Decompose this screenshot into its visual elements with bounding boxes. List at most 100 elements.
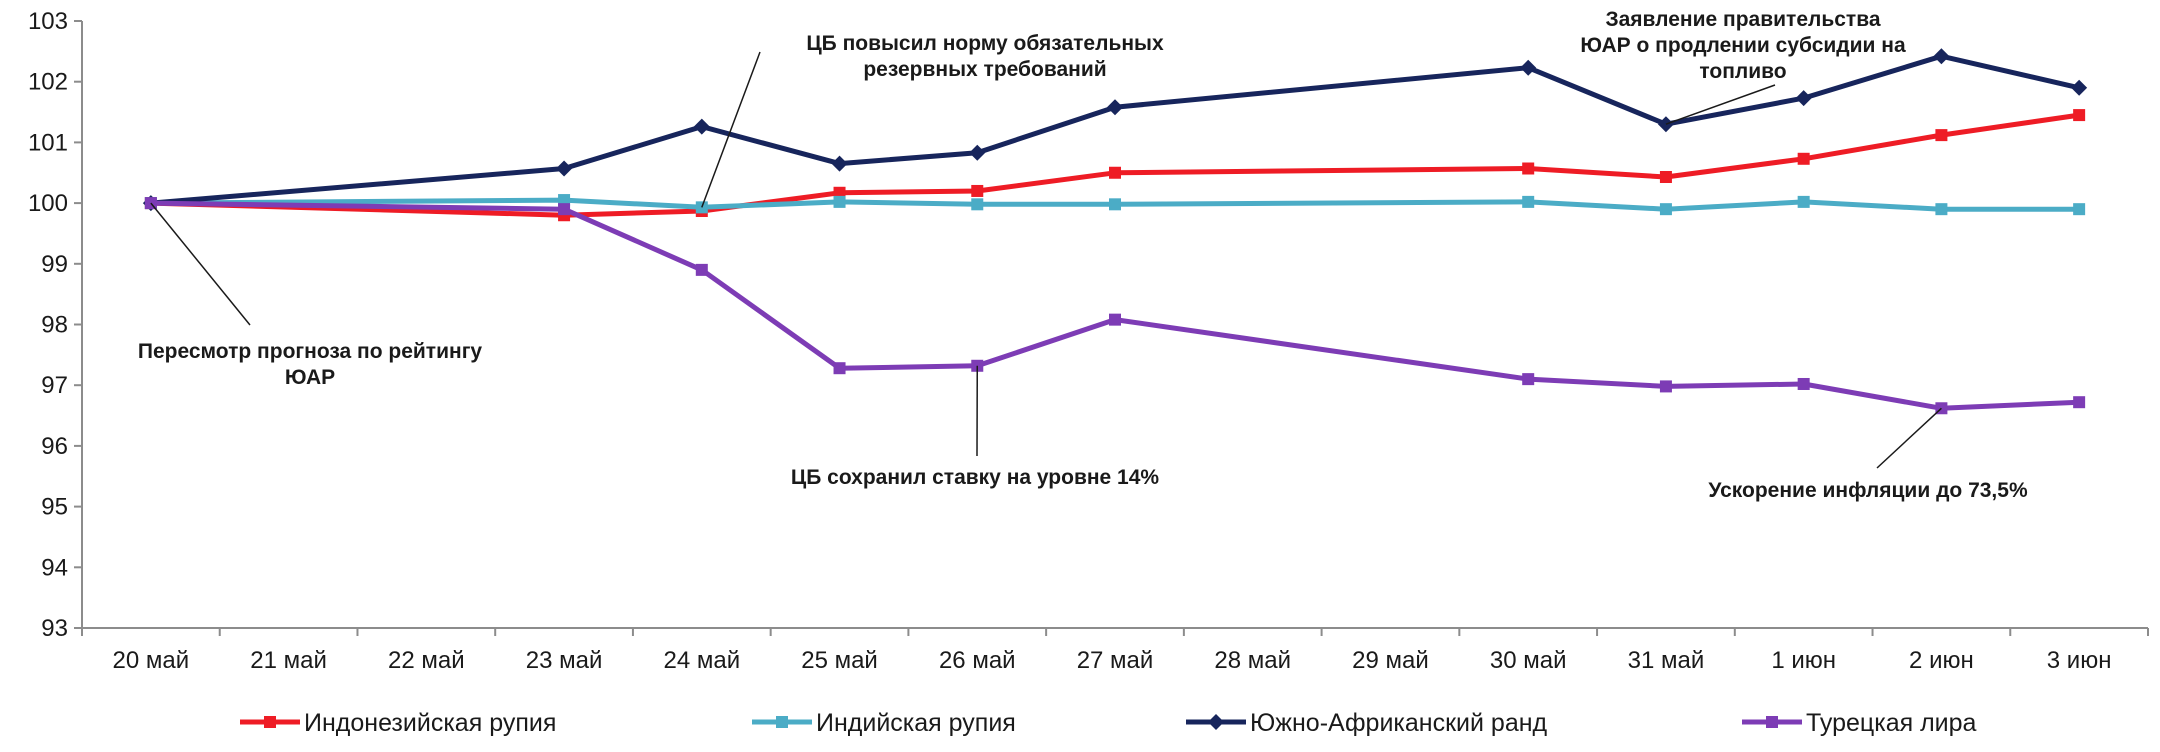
y-tick-label: 97 [41,372,68,399]
x-tick-label: 3 июн [2047,647,2112,674]
legend-label: Турецкая лира [1806,709,1977,737]
annotation-reserve: ЦБ повысил норму обязательных резервных т… [701,32,1164,208]
data-point [1797,152,1810,165]
x-tick-label: 29 май [1352,647,1429,674]
series-2 [144,194,2086,216]
annotation-text: Заявление правительства [1605,8,1880,31]
data-point [1935,129,1948,142]
y-tick-label: 95 [41,494,68,521]
data-point [1659,170,1672,183]
data-point [2073,203,2086,216]
data-point [1659,203,1672,216]
legend-item-1: Индонезийская рупия [240,709,556,737]
x-tick-label: 31 май [1628,647,1705,674]
data-point [833,186,846,199]
x-tick-label: 26 май [939,647,1016,674]
legend-swatch-marker [1208,714,1224,730]
legend: Индонезийская рупия Индийская рупия Южно-А… [240,709,1977,737]
x-tick-label: 21 май [250,647,327,674]
axes: 93 94 95 96 97 98 99 100 101 102 103 20 май 21 май 22… [28,8,2149,674]
x-tick-label: 22 май [388,647,465,674]
legend-swatch-marker [1766,716,1778,728]
data-point [693,118,710,135]
series-4 [144,197,2086,415]
x-tick-label: 20 май [113,647,190,674]
data-point [2073,396,2086,409]
data-point [695,263,708,276]
data-point [2073,109,2086,122]
annotation-text: ЦБ сохранил ставку на уровне 14% [791,466,1160,489]
y-tick-label: 94 [41,554,68,581]
annotation-subsidy: Заявление правительства ЮАР о продлении с… [1580,8,1906,125]
data-point [1109,198,1121,211]
data-point [1795,90,1812,107]
x-tick-label: 24 май [663,647,740,674]
x-tick-label: 2 июн [1909,647,1974,674]
data-point [558,194,571,207]
legend-label: Индийская рупия [816,709,1016,737]
x-tick-label: 1 июн [1771,647,1836,674]
x-tick-label: 25 май [801,647,878,674]
data-point [1522,162,1535,175]
data-point [1107,99,1123,116]
y-tick-label: 103 [28,8,68,35]
y-tick-label: 98 [41,312,68,339]
annotation-text: Ускорение инфляции до 73,5% [1708,479,2028,502]
y-tick-label: 99 [41,251,68,278]
series-line [150,53,2080,206]
data-point [833,195,846,208]
annotation-text: Пересмотр прогноза по рейтингу [138,340,483,363]
annotation-text: топливо [1699,60,1786,83]
legend-item-2: Индийская рупия [752,709,1016,737]
data-point [969,144,986,161]
data-point [1659,380,1672,393]
data-point [1109,166,1121,179]
data-point [1520,59,1537,76]
data-point [1522,373,1535,386]
data-point [1522,195,1535,208]
y-tick-label: 93 [41,615,68,642]
annotation-layer: Пересмотр прогноза по рейтингу ЮАР ЦБ повы… [138,8,2028,502]
legend-item-4: Турецкая лира [1742,709,1977,737]
x-tick-label: 28 май [1214,647,1291,674]
data-point [1797,377,1810,390]
legend-label: Южно-Африканский ранд [1250,709,1548,737]
annotation-rate: ЦБ сохранил ставку на уровне 14% [791,365,1160,489]
annotation-leader-line [150,202,251,326]
legend-item-3: Южно-Африканский ранд [1186,709,1548,737]
annotation-leader-line [701,51,761,208]
data-point [1797,195,1810,208]
data-point [1935,203,1948,216]
annotation-text: резервных требований [863,58,1106,81]
x-tick-label: 30 май [1490,647,1567,674]
legend-label: Индонезийская рупия [304,709,556,737]
series-layer [142,48,2088,415]
data-point [556,160,573,177]
data-point [971,198,984,211]
x-tick-label: 23 май [526,647,603,674]
annotation-leader-line [1876,407,1942,469]
y-tick-label: 101 [28,129,68,156]
y-tick-label: 102 [28,69,68,96]
x-tick-label: 27 май [1077,647,1154,674]
data-point [831,155,848,172]
annotation-text: ЮАР [285,366,335,389]
data-point [2071,79,2088,96]
data-point [1933,48,1950,65]
annotation-leader-line [1665,84,1776,125]
data-point [833,362,846,375]
series-3 [142,48,2088,212]
legend-swatch-marker [776,716,788,728]
y-tick-label: 96 [41,433,68,460]
data-point [1109,313,1121,326]
annotation-inflation: Ускорение инфляции до 73,5% [1708,407,2028,502]
y-tick-label: 100 [28,190,68,217]
data-point [971,184,984,197]
annotation-text: ЮАР о продлении субсидии на [1580,34,1906,57]
data-point [558,203,571,216]
series-line [150,200,2080,411]
annotation-rating: Пересмотр прогноза по рейтингу ЮАР [138,202,483,389]
legend-swatch-marker [264,716,276,728]
annotation-text: ЦБ повысил норму обязательных [806,32,1164,55]
